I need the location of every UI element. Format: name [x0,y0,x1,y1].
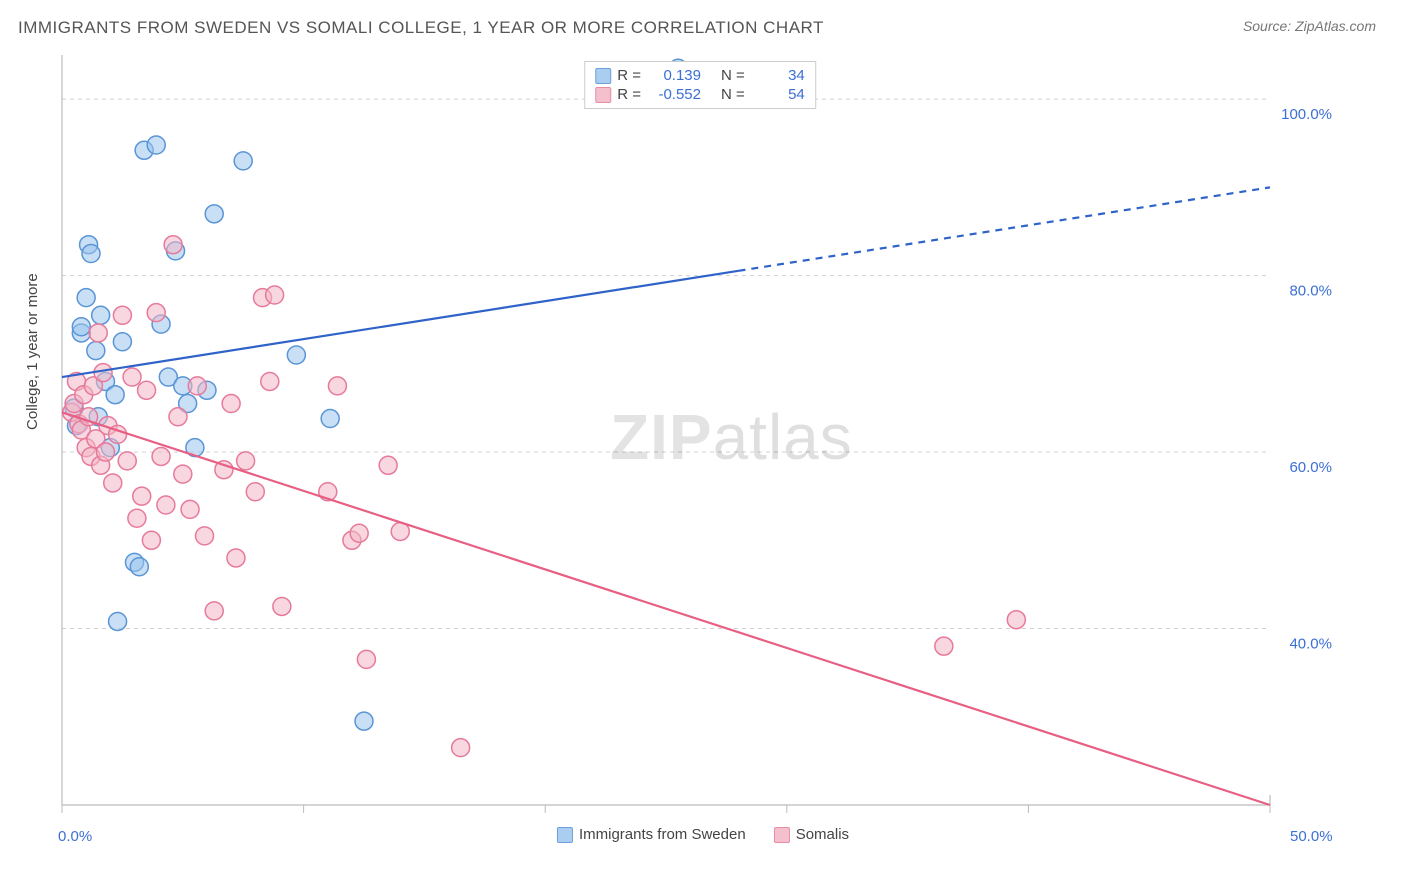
legend-item-sweden: Immigrants from Sweden [557,826,746,843]
source-label: Source: ZipAtlas.com [1243,18,1376,34]
r-value-somali: -0.552 [647,86,701,103]
x-axis-end-label: 50.0% [1290,828,1333,845]
n-value-somali: 54 [751,86,805,103]
legend-swatch-icon [557,827,573,843]
x-axis-start-label: 0.0% [58,828,92,845]
legend-swatch-sweden [595,68,611,84]
r-label: R = [617,67,641,84]
legend-row-sweden: R = 0.139 N = 34 [595,66,805,85]
y-axis-label: College, 1 year or more [24,273,41,430]
legend-label: Immigrants from Sweden [579,826,746,843]
r-label: R = [617,86,641,103]
scatter-plot: 40.0% 60.0% 80.0% 100.0% [60,55,1340,815]
chart-container: 40.0% 60.0% 80.0% 100.0% R = 0.139 N = 34 R… [60,55,1340,815]
legend-label: Somalis [796,826,849,843]
svg-text:40.0%: 40.0% [1289,636,1332,653]
legend-series: Immigrants from Sweden Somalis [557,826,849,843]
svg-text:100.0%: 100.0% [1281,106,1332,123]
n-label: N = [721,86,745,103]
svg-text:80.0%: 80.0% [1289,283,1332,300]
n-value-sweden: 34 [751,67,805,84]
chart-title: IMMIGRANTS FROM SWEDEN VS SOMALI COLLEGE… [18,18,824,38]
legend-item-somali: Somalis [774,826,849,843]
legend-row-somali: R = -0.552 N = 54 [595,85,805,104]
legend-correlation: R = 0.139 N = 34 R = -0.552 N = 54 [584,61,816,109]
svg-text:60.0%: 60.0% [1289,459,1332,476]
r-value-sweden: 0.139 [647,67,701,84]
legend-swatch-somali [595,87,611,103]
n-label: N = [721,67,745,84]
legend-swatch-icon [774,827,790,843]
